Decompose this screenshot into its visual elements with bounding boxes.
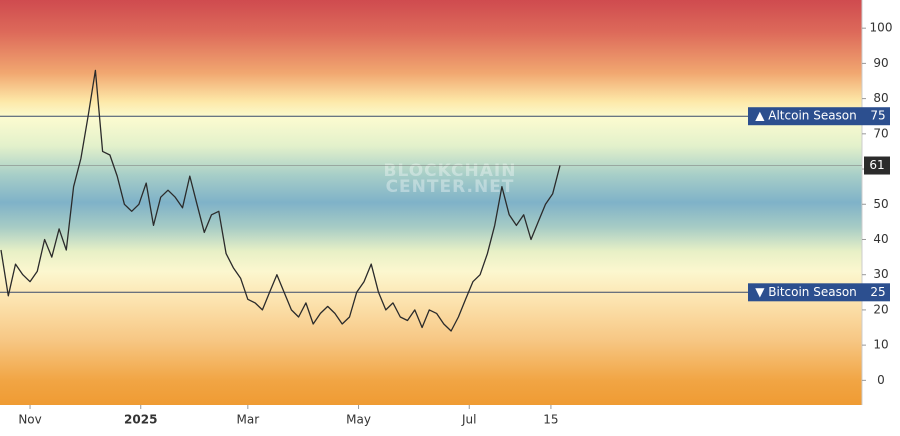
y-tick-label: 30: [873, 267, 888, 281]
y-axis-pane: [862, 0, 900, 436]
x-tick-label: 2025: [124, 413, 157, 427]
y-tick-label: 70: [873, 126, 888, 140]
y-tick-label: 100: [870, 21, 893, 35]
y-tick-label: 80: [873, 91, 888, 105]
threshold-label: ▼ Bitcoin Season: [755, 285, 857, 299]
y-tick-label: 40: [873, 232, 888, 246]
x-tick-label: May: [346, 413, 371, 427]
y-tick-label: 10: [873, 338, 888, 352]
y-tick-label: 90: [873, 56, 888, 70]
last-value-box: [864, 156, 890, 175]
watermark: CENTER.NET: [386, 177, 515, 197]
y-tick-label: 20: [873, 302, 888, 316]
last-value-label: 61: [869, 158, 884, 172]
series-line: [0, 69, 561, 332]
plot-background: [0, 0, 862, 405]
x-tick-label: Mar: [237, 413, 260, 427]
y-tick-label: 0: [877, 373, 885, 387]
threshold-label-box: [748, 283, 890, 302]
threshold-value: 75: [870, 109, 885, 123]
threshold-value: 25: [870, 285, 885, 299]
x-tick-label: Nov: [18, 413, 41, 427]
threshold-label: ▲ Altcoin Season: [755, 109, 857, 123]
x-axis-pane: [0, 405, 900, 436]
threshold-label-box: [748, 107, 890, 126]
y-tick-label: 50: [873, 197, 888, 211]
x-tick-label: 15: [543, 413, 558, 427]
x-tick-label: Jul: [461, 413, 476, 427]
